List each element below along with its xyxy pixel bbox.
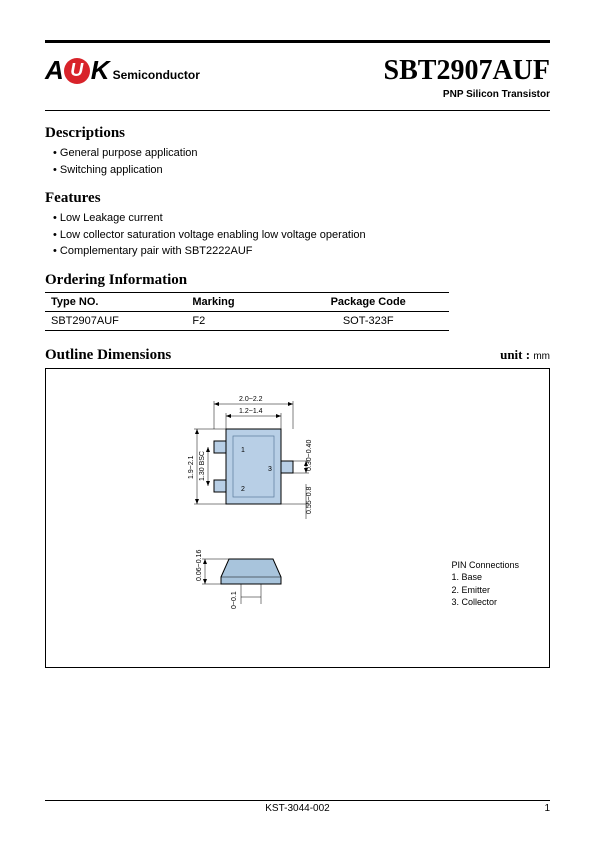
list-item: Low collector saturation voltage enablin… [53, 227, 550, 244]
page-number: 1 [544, 803, 550, 814]
descriptions-heading: Descriptions [45, 125, 550, 142]
doc-number: KST-3044-002 [265, 803, 330, 814]
dim-left-outer: 1.9~2.1 [188, 455, 195, 479]
outline-heading: Outline Dimensions [45, 347, 171, 364]
pin-line-3: 3. Collector [451, 596, 519, 609]
col-package: Package Code [287, 292, 449, 311]
pin-label-1: 1 [241, 447, 245, 454]
col-type: Type NO. [45, 292, 186, 311]
top-rule [45, 40, 550, 43]
unit-prefix: unit : [500, 347, 530, 362]
cell-package: SOT-323F [287, 311, 449, 330]
pin-connections-title: PIN Connections [451, 559, 519, 572]
logo-subtext: Semiconductor [113, 68, 200, 82]
logo-letter-k: K [91, 55, 109, 86]
dim-right-body: 0.55~0.8 [306, 486, 313, 514]
part-subtitle: PNP Silicon Transistor [384, 89, 550, 100]
cell-marking: F2 [186, 311, 287, 330]
pin-2 [214, 480, 226, 492]
part-number: SBT2907AUF [384, 55, 550, 87]
table-row: SBT2907AUF F2 SOT-323F [45, 311, 449, 330]
unit-label: unit : mm [500, 347, 550, 363]
features-heading: Features [45, 190, 550, 207]
package-body-top [226, 429, 281, 504]
package-body-side [221, 559, 281, 584]
header-divider [45, 110, 550, 111]
pin-label-3: 3 [268, 466, 272, 473]
page-footer: KST-3044-002 1 [45, 800, 550, 814]
unit-value: mm [533, 351, 550, 362]
package-diagram: 1 2 3 2.0~2.2 1.2~1.4 0.30~0.40 [171, 389, 371, 649]
outline-heading-row: Outline Dimensions unit : mm [45, 347, 550, 364]
dim-side-h: 0.06~0.16 [196, 549, 203, 580]
list-item: General purpose application [53, 145, 550, 162]
table-header-row: Type NO. Marking Package Code [45, 292, 449, 311]
logo-letter-a: A [45, 55, 63, 86]
header-row: A U K Semiconductor SBT2907AUF PNP Silic… [45, 55, 550, 100]
logo-circle-u: U [64, 58, 90, 84]
company-logo: A U K Semiconductor [45, 55, 200, 86]
ordering-table: Type NO. Marking Package Code SBT2907AUF… [45, 292, 449, 331]
cell-type: SBT2907AUF [45, 311, 186, 330]
features-list: Low Leakage current Low collector satura… [53, 210, 550, 260]
descriptions-list: General purpose application Switching ap… [53, 145, 550, 178]
pin-line-2: 2. Emitter [451, 584, 519, 597]
dim-left-bsc: 1.30 BSC [199, 451, 206, 481]
pin-line-1: 1. Base [451, 571, 519, 584]
ordering-heading: Ordering Information [45, 272, 550, 289]
dim-side-w: 0~0.1 [231, 591, 238, 609]
dim-right-pin: 0.30~0.40 [306, 439, 313, 470]
list-item: Complementary pair with SBT2222AUF [53, 243, 550, 260]
col-marking: Marking [186, 292, 287, 311]
pin-connections: PIN Connections 1. Base 2. Emitter 3. Co… [451, 559, 519, 609]
pin-1 [214, 441, 226, 453]
title-block: SBT2907AUF PNP Silicon Transistor [384, 55, 550, 100]
list-item: Low Leakage current [53, 210, 550, 227]
dim-top-outer: 2.0~2.2 [239, 396, 263, 403]
dim-top-inner: 1.2~1.4 [239, 408, 263, 415]
pin-label-2: 2 [241, 486, 245, 493]
pin-3 [281, 461, 293, 473]
outline-diagram-box: 1 2 3 2.0~2.2 1.2~1.4 0.30~0.40 [45, 368, 550, 668]
list-item: Switching application [53, 162, 550, 179]
